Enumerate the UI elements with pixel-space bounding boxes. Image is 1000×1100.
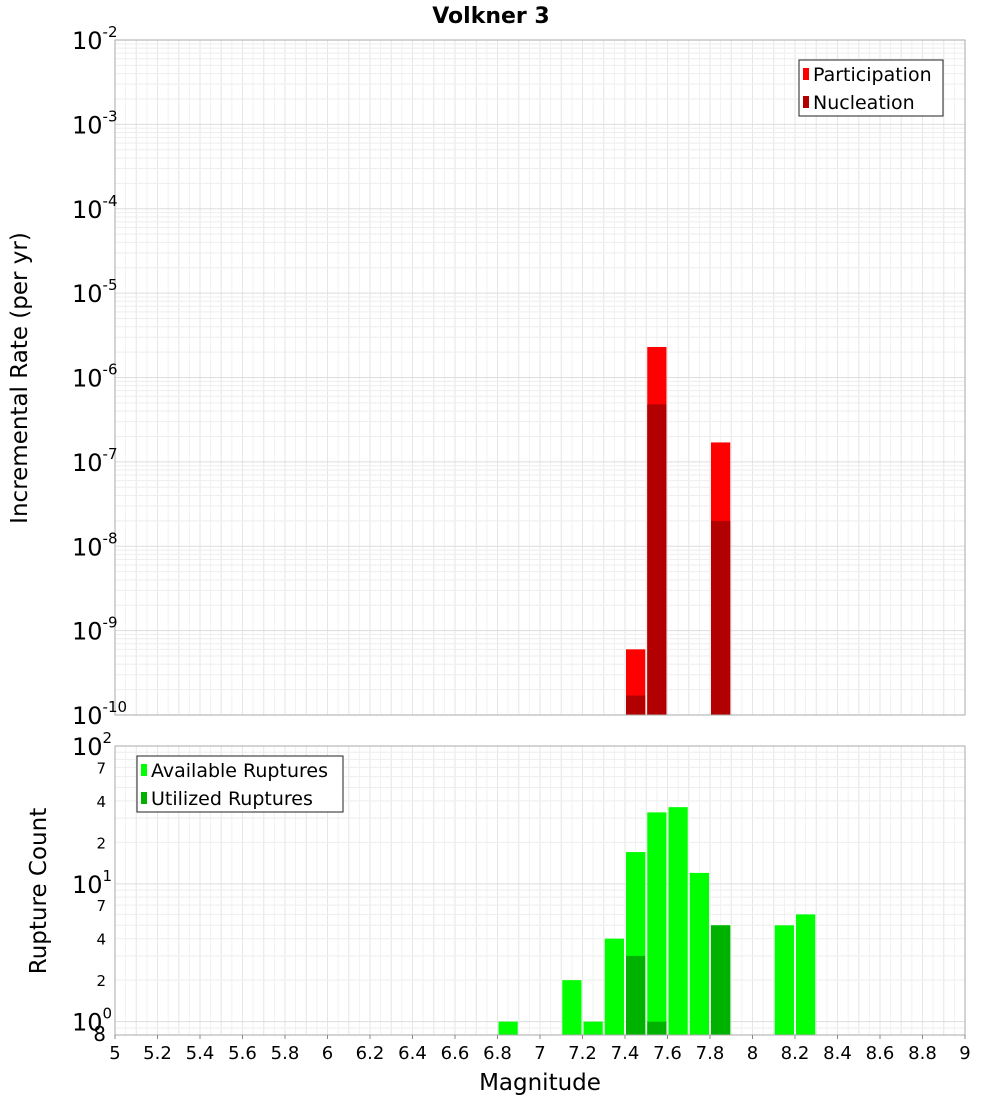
x-tick-label: 5.6 bbox=[228, 1043, 257, 1064]
top-plot-frame bbox=[114, 39, 966, 716]
bottom-y-minor-label: 7 bbox=[96, 897, 106, 915]
x-tick-label: 5.8 bbox=[271, 1043, 300, 1064]
bottom-bar-a bbox=[668, 807, 688, 1035]
bottom-y-minor-label: 2 bbox=[96, 834, 106, 852]
legend-swatch bbox=[141, 792, 147, 804]
x-tick-label: 8.2 bbox=[781, 1043, 810, 1064]
legend-label: Utilized Ruptures bbox=[151, 788, 313, 810]
bottom-y-tick-label: 101 bbox=[72, 867, 112, 899]
x-tick-label: 5.4 bbox=[186, 1043, 215, 1064]
bottom-y-minor-label: 2 bbox=[96, 972, 106, 990]
top-bars bbox=[626, 346, 731, 715]
top-y-tick-label: 10-7 bbox=[72, 445, 118, 477]
x-tick-label: 7.6 bbox=[653, 1043, 682, 1064]
top-y-tick-label: 10-8 bbox=[72, 529, 118, 561]
legend-swatch bbox=[803, 96, 809, 108]
bottom-bar-a bbox=[647, 812, 667, 1035]
legend-box bbox=[798, 59, 944, 117]
top-grid bbox=[114, 39, 966, 716]
bottom-y-minor-label: 4 bbox=[96, 931, 106, 949]
bottom-y-minor-label: 7 bbox=[96, 759, 106, 777]
bottom-panel: 102 101 100 7 4 2 7 4 2 8 Rupture Count Available… bbox=[26, 729, 966, 1046]
bottom-y-tick-label: 100 bbox=[72, 1005, 112, 1037]
top-y-axis-label: Incremental Rate (per yr) bbox=[7, 232, 33, 524]
x-tick-label: 7 bbox=[534, 1043, 545, 1064]
x-tick-label: 5.2 bbox=[143, 1043, 172, 1064]
bottom-bars bbox=[498, 807, 816, 1035]
chart-title: Volkner 3 bbox=[432, 4, 550, 29]
bottom-grid bbox=[114, 745, 966, 1036]
bottom-bar-a bbox=[604, 938, 624, 1035]
x-tick-label: 8 bbox=[747, 1043, 758, 1064]
bottom-y-tick-label: 102 bbox=[72, 729, 112, 761]
x-tick-label: 5 bbox=[109, 1043, 120, 1064]
legend-label: Available Ruptures bbox=[151, 760, 328, 782]
x-tick-labels: 5 5.2 5.4 5.6 5.8 6 6.2 6.4 6.6 6.8 7 7.2 7.4 7.6 7.8 8… bbox=[109, 1035, 971, 1064]
top-y-tick-label: 10-9 bbox=[72, 614, 118, 646]
top-legend: Participation Nucleation bbox=[798, 59, 944, 117]
bottom-bar-a bbox=[498, 1021, 518, 1035]
x-tick-label: 6.6 bbox=[441, 1043, 470, 1064]
x-tick-label: 6.4 bbox=[398, 1043, 427, 1064]
bottom-bar-a bbox=[689, 872, 709, 1035]
bottom-bar-b bbox=[647, 1021, 667, 1035]
top-bar-b bbox=[711, 520, 731, 715]
legend-box bbox=[136, 755, 344, 813]
bottom-y-axis-label: Rupture Count bbox=[26, 808, 52, 974]
bottom-y-minor-label: 4 bbox=[96, 793, 106, 811]
x-tick-label: 6 bbox=[322, 1043, 333, 1064]
legend-swatch bbox=[141, 764, 147, 776]
x-tick-label: 7.2 bbox=[568, 1043, 597, 1064]
x-tick-label: 7.8 bbox=[696, 1043, 725, 1064]
bottom-bar-a bbox=[583, 1021, 603, 1035]
top-y-tick-labels: 10-2 10-3 10-4 10-5 10-6 10-7 10-8 10-9 10-10 bbox=[72, 23, 127, 730]
top-y-tick-label: 10-4 bbox=[72, 192, 118, 224]
bottom-bar-b bbox=[711, 925, 731, 1035]
x-axis-label: Magnitude bbox=[479, 1070, 601, 1096]
top-y-tick-label: 10-3 bbox=[72, 107, 118, 139]
top-bar-b bbox=[647, 404, 667, 715]
x-tick-label: 6.2 bbox=[356, 1043, 385, 1064]
bottom-bar-a bbox=[562, 980, 582, 1035]
bottom-y-minor-label: 8 bbox=[93, 1022, 106, 1046]
top-panel: 10-2 10-3 10-4 10-5 10-6 10-7 10-8 10-9 10-10 In… bbox=[7, 23, 966, 730]
x-tick-label: 8.4 bbox=[823, 1043, 852, 1064]
legend-label: Participation bbox=[813, 64, 932, 86]
x-tick-label: 7.4 bbox=[611, 1043, 640, 1064]
legend-label: Nucleation bbox=[813, 92, 915, 114]
x-tick-label: 6.8 bbox=[483, 1043, 512, 1064]
legend-swatch bbox=[803, 68, 809, 80]
top-y-tick-label: 10-2 bbox=[72, 23, 118, 55]
bottom-bar-a bbox=[774, 925, 794, 1035]
x-tick-label: 8.8 bbox=[908, 1043, 937, 1064]
top-y-tick-label: 10-5 bbox=[72, 276, 118, 308]
x-tick-label: 8.6 bbox=[866, 1043, 895, 1064]
x-tick-label: 9 bbox=[959, 1043, 970, 1064]
bottom-legend: Available Ruptures Utilized Ruptures bbox=[136, 755, 344, 813]
bottom-y-tick-labels: 102 101 100 7 4 2 7 4 2 8 bbox=[72, 729, 112, 1046]
bottom-bar-b bbox=[626, 955, 646, 1035]
top-y-tick-label: 10-10 bbox=[72, 698, 127, 730]
top-bar-b bbox=[626, 695, 646, 715]
bottom-bar-a bbox=[796, 914, 816, 1035]
top-y-tick-label: 10-6 bbox=[72, 361, 118, 393]
